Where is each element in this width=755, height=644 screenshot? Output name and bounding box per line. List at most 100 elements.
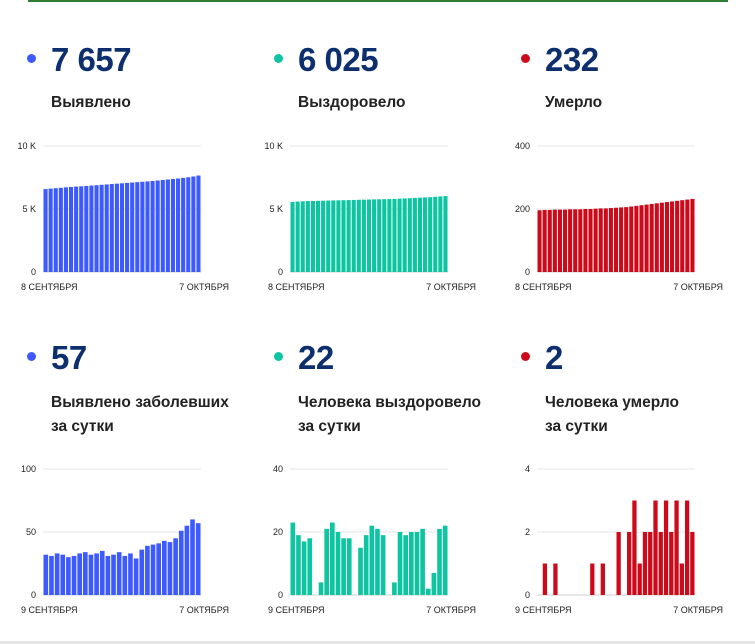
bar: [88, 554, 94, 595]
bar: [593, 208, 598, 272]
stat-value: 232: [545, 41, 599, 78]
stat-label: Человека выздоровело: [298, 394, 482, 411]
y-tick-label: 0: [278, 590, 283, 600]
bar: [150, 544, 156, 595]
bar: [341, 200, 346, 272]
bar: [590, 563, 595, 595]
y-tick-label: 10 K: [17, 141, 36, 151]
bar: [122, 555, 128, 595]
bar: [63, 187, 68, 272]
stat-value: 6 025: [298, 41, 379, 78]
x-axis-label: 9 СЕНТЯБРЯ: [268, 605, 325, 615]
bar: [403, 535, 408, 595]
stat-label: за сутки: [545, 418, 608, 435]
bar: [290, 201, 295, 272]
bar: [417, 197, 423, 272]
bar: [336, 200, 341, 272]
bar: [181, 177, 186, 272]
bar: [553, 563, 558, 595]
legend-dot: [27, 352, 36, 361]
bar: [89, 185, 94, 272]
bar: [178, 530, 184, 595]
bar: [301, 541, 307, 595]
bar: [94, 553, 99, 595]
bar: [104, 184, 109, 272]
bar: [167, 542, 173, 595]
bar: [341, 538, 346, 595]
bar: [170, 179, 176, 272]
bar: [414, 532, 420, 595]
y-tick-label: 0: [525, 267, 530, 277]
bar: [649, 203, 654, 272]
bar: [369, 525, 375, 595]
legend-dot: [274, 352, 283, 361]
bar: [295, 201, 300, 272]
bar: [310, 200, 315, 272]
bar: [105, 555, 111, 595]
y-tick-label: 0: [31, 590, 36, 600]
bar: [568, 209, 573, 272]
bar: [627, 532, 632, 595]
bar: [190, 519, 195, 595]
bar: [637, 563, 642, 595]
stat-label: Выявлено заболевших: [51, 394, 229, 411]
bar: [119, 183, 125, 272]
y-tick-label: 2: [525, 527, 530, 537]
y-tick-label: 400: [515, 141, 530, 151]
bar: [43, 189, 48, 272]
stat-label: Выздоровело: [298, 94, 406, 111]
bar: [608, 208, 613, 272]
y-tick-label: 0: [278, 267, 283, 277]
bar: [428, 197, 433, 272]
bar: [145, 545, 150, 595]
bar: [380, 535, 386, 595]
bar: [335, 532, 341, 595]
bar: [629, 206, 634, 272]
bar: [542, 209, 547, 272]
bar: [392, 198, 397, 272]
bar: [366, 199, 372, 272]
bar: [659, 202, 664, 272]
stat-label: за сутки: [51, 418, 114, 435]
bar: [392, 582, 397, 595]
bar: [377, 199, 382, 272]
x-axis-label: 7 ОКТЯБРЯ: [426, 605, 476, 615]
stat-panel-p1: 7 657 Выявлено 10 K 5 K 0 8 СЕНТЯБРЯ 7 ОКТЯБРЯ: [17, 25, 265, 325]
bar: [156, 543, 161, 595]
y-tick-label: 4: [525, 464, 530, 474]
bar: [176, 178, 181, 272]
bar: [634, 205, 639, 272]
y-tick-label: 100: [21, 464, 36, 474]
stat-label: Человека умерло: [545, 394, 679, 411]
bar: [150, 181, 155, 272]
bar: [639, 205, 644, 272]
bar: [680, 200, 685, 272]
bar: [382, 199, 387, 272]
bar: [53, 188, 58, 272]
stat-panel-p5: 22 Человека выздоровело за сутки 40 20 0 9 СЕН…: [268, 325, 512, 625]
bar: [296, 535, 301, 595]
bar: [658, 532, 663, 595]
bar: [330, 522, 335, 595]
bar: [588, 209, 593, 272]
bar: [66, 557, 71, 595]
bar: [442, 525, 448, 595]
bar: [409, 532, 414, 595]
bar: [632, 500, 637, 595]
bar: [173, 538, 178, 595]
bar: [83, 552, 88, 595]
bar: [387, 199, 392, 272]
bar: [133, 558, 139, 595]
bar: [195, 523, 201, 595]
bar-chart: 40 20 0 9 СЕНТЯБРЯ 7 ОКТЯБРЯ: [268, 464, 476, 615]
x-axis-label: 9 СЕНТЯБРЯ: [515, 605, 572, 615]
bar-chart: 100 50 0 9 СЕНТЯБРЯ 7 ОКТЯБРЯ: [21, 464, 229, 615]
bar: [603, 208, 608, 272]
y-tick-label: 5 K: [269, 204, 283, 214]
bar: [685, 199, 690, 272]
bar: [674, 500, 679, 595]
y-tick-label: 0: [31, 267, 36, 277]
bar: [648, 532, 653, 595]
bar: [54, 553, 60, 595]
y-tick-label: 10 K: [264, 141, 283, 151]
